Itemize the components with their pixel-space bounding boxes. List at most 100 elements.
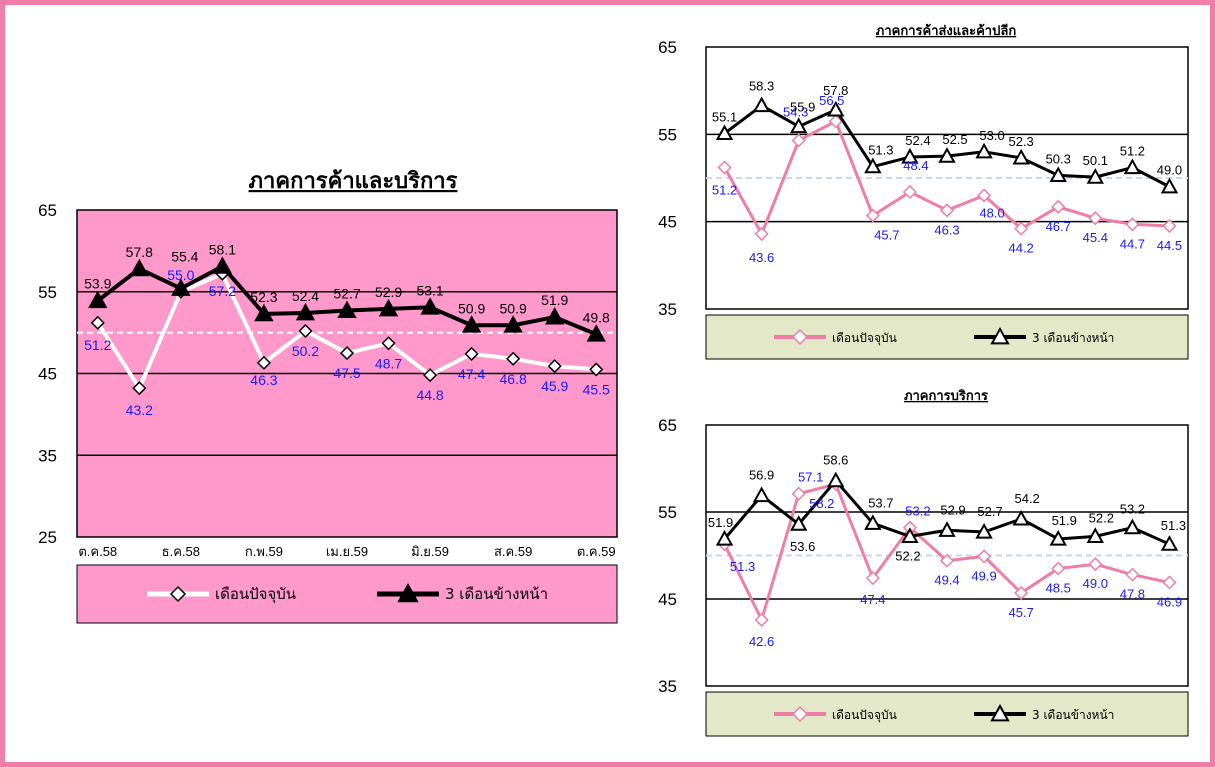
forward-data-label: 52.3 xyxy=(250,289,277,305)
current-series-point xyxy=(1014,585,1029,600)
y-tick-label: 55 xyxy=(658,503,677,522)
current-data-label: 46.7 xyxy=(1046,219,1071,234)
current-series-point xyxy=(1162,575,1177,590)
forward-series-point xyxy=(827,100,845,117)
chart-title: ภาคการบริการ xyxy=(904,389,988,404)
forward-data-label: 51.2 xyxy=(1120,144,1145,159)
current-data-label: 44.2 xyxy=(1008,241,1033,256)
legend-current-label: เดือนปัจจุบัน xyxy=(832,708,897,723)
forward-series-point xyxy=(544,307,565,325)
current-data-label: 45.5 xyxy=(583,381,610,397)
current-series-point xyxy=(132,381,147,396)
forward-series-point xyxy=(129,258,150,277)
current-data-label: 46.3 xyxy=(934,222,959,237)
forward-data-label: 50.9 xyxy=(458,300,485,316)
current-data-label: 42.6 xyxy=(749,634,774,649)
forward-series-point xyxy=(975,142,993,159)
x-tick-label: ส.ค.59 xyxy=(494,544,532,559)
forward-series-point xyxy=(938,521,956,537)
forward-data-label: 53.0 xyxy=(979,128,1004,143)
current-series-point xyxy=(464,346,479,361)
forward-data-label: 53.6 xyxy=(790,539,815,554)
current-series-point xyxy=(754,226,769,241)
legend-forward-marker xyxy=(990,703,1010,722)
legend-current-label: เดือนปัจจุบัน xyxy=(832,331,897,346)
current-series-point xyxy=(506,351,521,366)
current-data-label: 53.2 xyxy=(905,504,930,519)
forward-data-label: 58.3 xyxy=(749,79,774,94)
current-data-label: 49.9 xyxy=(971,568,996,583)
current-data-label: 57.2 xyxy=(209,283,236,299)
current-data-label: 58.2 xyxy=(809,496,834,511)
current-data-label: 45.7 xyxy=(1008,605,1033,620)
forward-data-label: 58.1 xyxy=(209,241,236,257)
current-series-point xyxy=(1088,557,1103,572)
current-series-point xyxy=(939,203,955,218)
x-tick-label: เม.ย.59 xyxy=(326,544,368,559)
y-tick-label: 55 xyxy=(658,125,677,144)
forward-data-label: 58.6 xyxy=(823,453,848,468)
current-series-point xyxy=(1051,199,1066,214)
forward-data-label: 52.4 xyxy=(292,288,319,304)
current-data-label: 57.1 xyxy=(798,470,823,485)
forward-data-label: 49.8 xyxy=(583,309,610,325)
current-series-point xyxy=(381,336,396,351)
forward-series-point xyxy=(864,514,882,530)
x-tick-label: ก.พ.59 xyxy=(245,544,283,559)
forward-data-label: 57.8 xyxy=(126,244,153,260)
forward-data-label: 55.1 xyxy=(712,109,737,124)
current-data-label: 51.2 xyxy=(712,183,737,198)
forward-series-point xyxy=(827,471,845,488)
current-series-point xyxy=(828,114,843,129)
current-data-label: 54.3 xyxy=(783,104,808,119)
forward-series-point xyxy=(212,256,233,274)
forward-data-label: 51.9 xyxy=(541,292,568,308)
current-data-label: 44.5 xyxy=(1157,238,1182,253)
forward-data-label: 56.9 xyxy=(749,467,774,482)
y-tick-label: 25 xyxy=(38,528,57,547)
current-data-label: 47.5 xyxy=(333,365,360,381)
legend-current-marker xyxy=(169,585,187,603)
forward-data-label: 52.9 xyxy=(940,502,965,517)
forward-series-point xyxy=(88,290,108,309)
forward-data-label: 49.0 xyxy=(1157,163,1182,178)
current-series-point xyxy=(298,323,313,339)
forward-data-label: 53.2 xyxy=(1120,502,1145,517)
y-tick-label: 55 xyxy=(38,283,57,302)
current-data-label: 50.2 xyxy=(292,343,319,359)
current-data-label: 48.0 xyxy=(979,205,1004,220)
forward-series-point xyxy=(1086,168,1105,184)
forward-series-point xyxy=(1086,527,1105,543)
current-series-point xyxy=(589,362,604,377)
y-tick-label: 45 xyxy=(658,590,677,609)
forward-series-point xyxy=(752,96,771,113)
current-series-point xyxy=(791,486,806,501)
current-series-point xyxy=(1125,567,1140,582)
current-series-point xyxy=(754,612,769,627)
legend-forward-label: 3 เดือนข้างหน้า xyxy=(445,585,548,603)
forward-series-point xyxy=(864,157,882,174)
current-data-label: 46.3 xyxy=(250,372,277,388)
forward-series-point xyxy=(752,486,771,503)
forward-data-label: 51.3 xyxy=(1161,518,1186,533)
forward-series-point xyxy=(1160,535,1179,551)
chart-title: ภาคการค้าส่งและค้าปลีก xyxy=(876,23,1017,39)
forward-data-label: 51.3 xyxy=(868,143,893,158)
legend-forward-marker xyxy=(397,582,419,603)
forward-series-point xyxy=(254,303,274,322)
current-series-point xyxy=(90,315,105,330)
current-series-point xyxy=(547,359,562,374)
forward-series-point xyxy=(461,315,482,333)
current-data-label: 49.4 xyxy=(934,573,959,588)
current-data-label: 45.7 xyxy=(874,228,899,243)
current-series-point xyxy=(791,133,806,148)
current-data-label: 48.5 xyxy=(1046,581,1071,596)
current-series-point xyxy=(1088,211,1103,226)
current-series-point xyxy=(865,208,880,223)
current-series-point xyxy=(977,188,992,203)
forward-series-point xyxy=(715,124,734,141)
forward-data-label: 52.4 xyxy=(905,133,930,148)
forward-series-point xyxy=(789,117,808,134)
